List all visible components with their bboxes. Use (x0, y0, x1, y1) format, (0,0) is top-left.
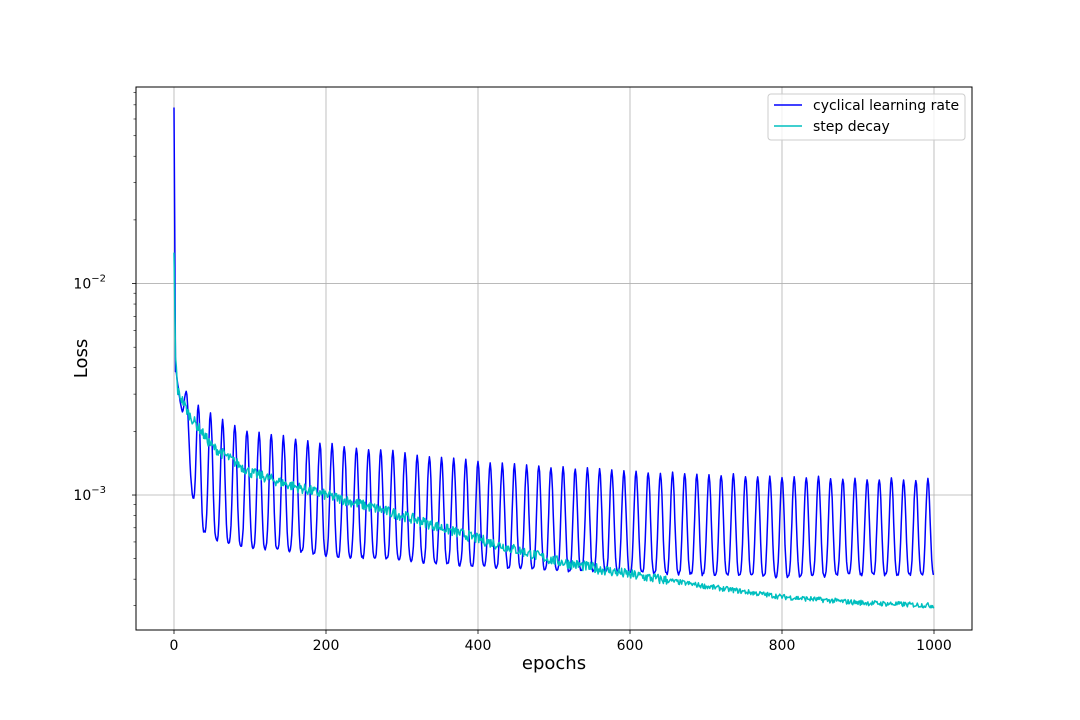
x-axis-label: epochs (522, 653, 586, 674)
y-tick-exponent: −2 (91, 274, 106, 285)
axis-ticks: 0 200 400 600 800 1000 10−3 10−2 (73, 92, 952, 654)
y-tick-label: 10−2 (73, 274, 106, 293)
legend: cyclical learning rate step decay (767, 93, 966, 141)
x-tick-label: 400 (465, 638, 492, 654)
legend-entry-step-decay: step decay (813, 119, 890, 135)
y-tick-label: 10−3 (73, 485, 106, 504)
plot-frame (135, 86, 973, 631)
series-line-cyclical-learning-rate (173, 107, 935, 579)
x-tick-label: 600 (617, 638, 644, 654)
series-line-step-decay (173, 252, 935, 609)
x-tick-label: 800 (769, 638, 796, 654)
grid-lines (136, 87, 972, 630)
x-tick-label: 200 (313, 638, 340, 654)
y-tick-exponent: −3 (91, 485, 106, 496)
legend-box (767, 93, 966, 141)
x-tick-label: 1000 (916, 638, 952, 654)
legend-entry-cyclical: cyclical learning rate (813, 98, 959, 114)
y-axis-label: Loss (71, 339, 92, 378)
x-tick-label: 0 (170, 638, 179, 654)
series-lines (173, 107, 935, 609)
